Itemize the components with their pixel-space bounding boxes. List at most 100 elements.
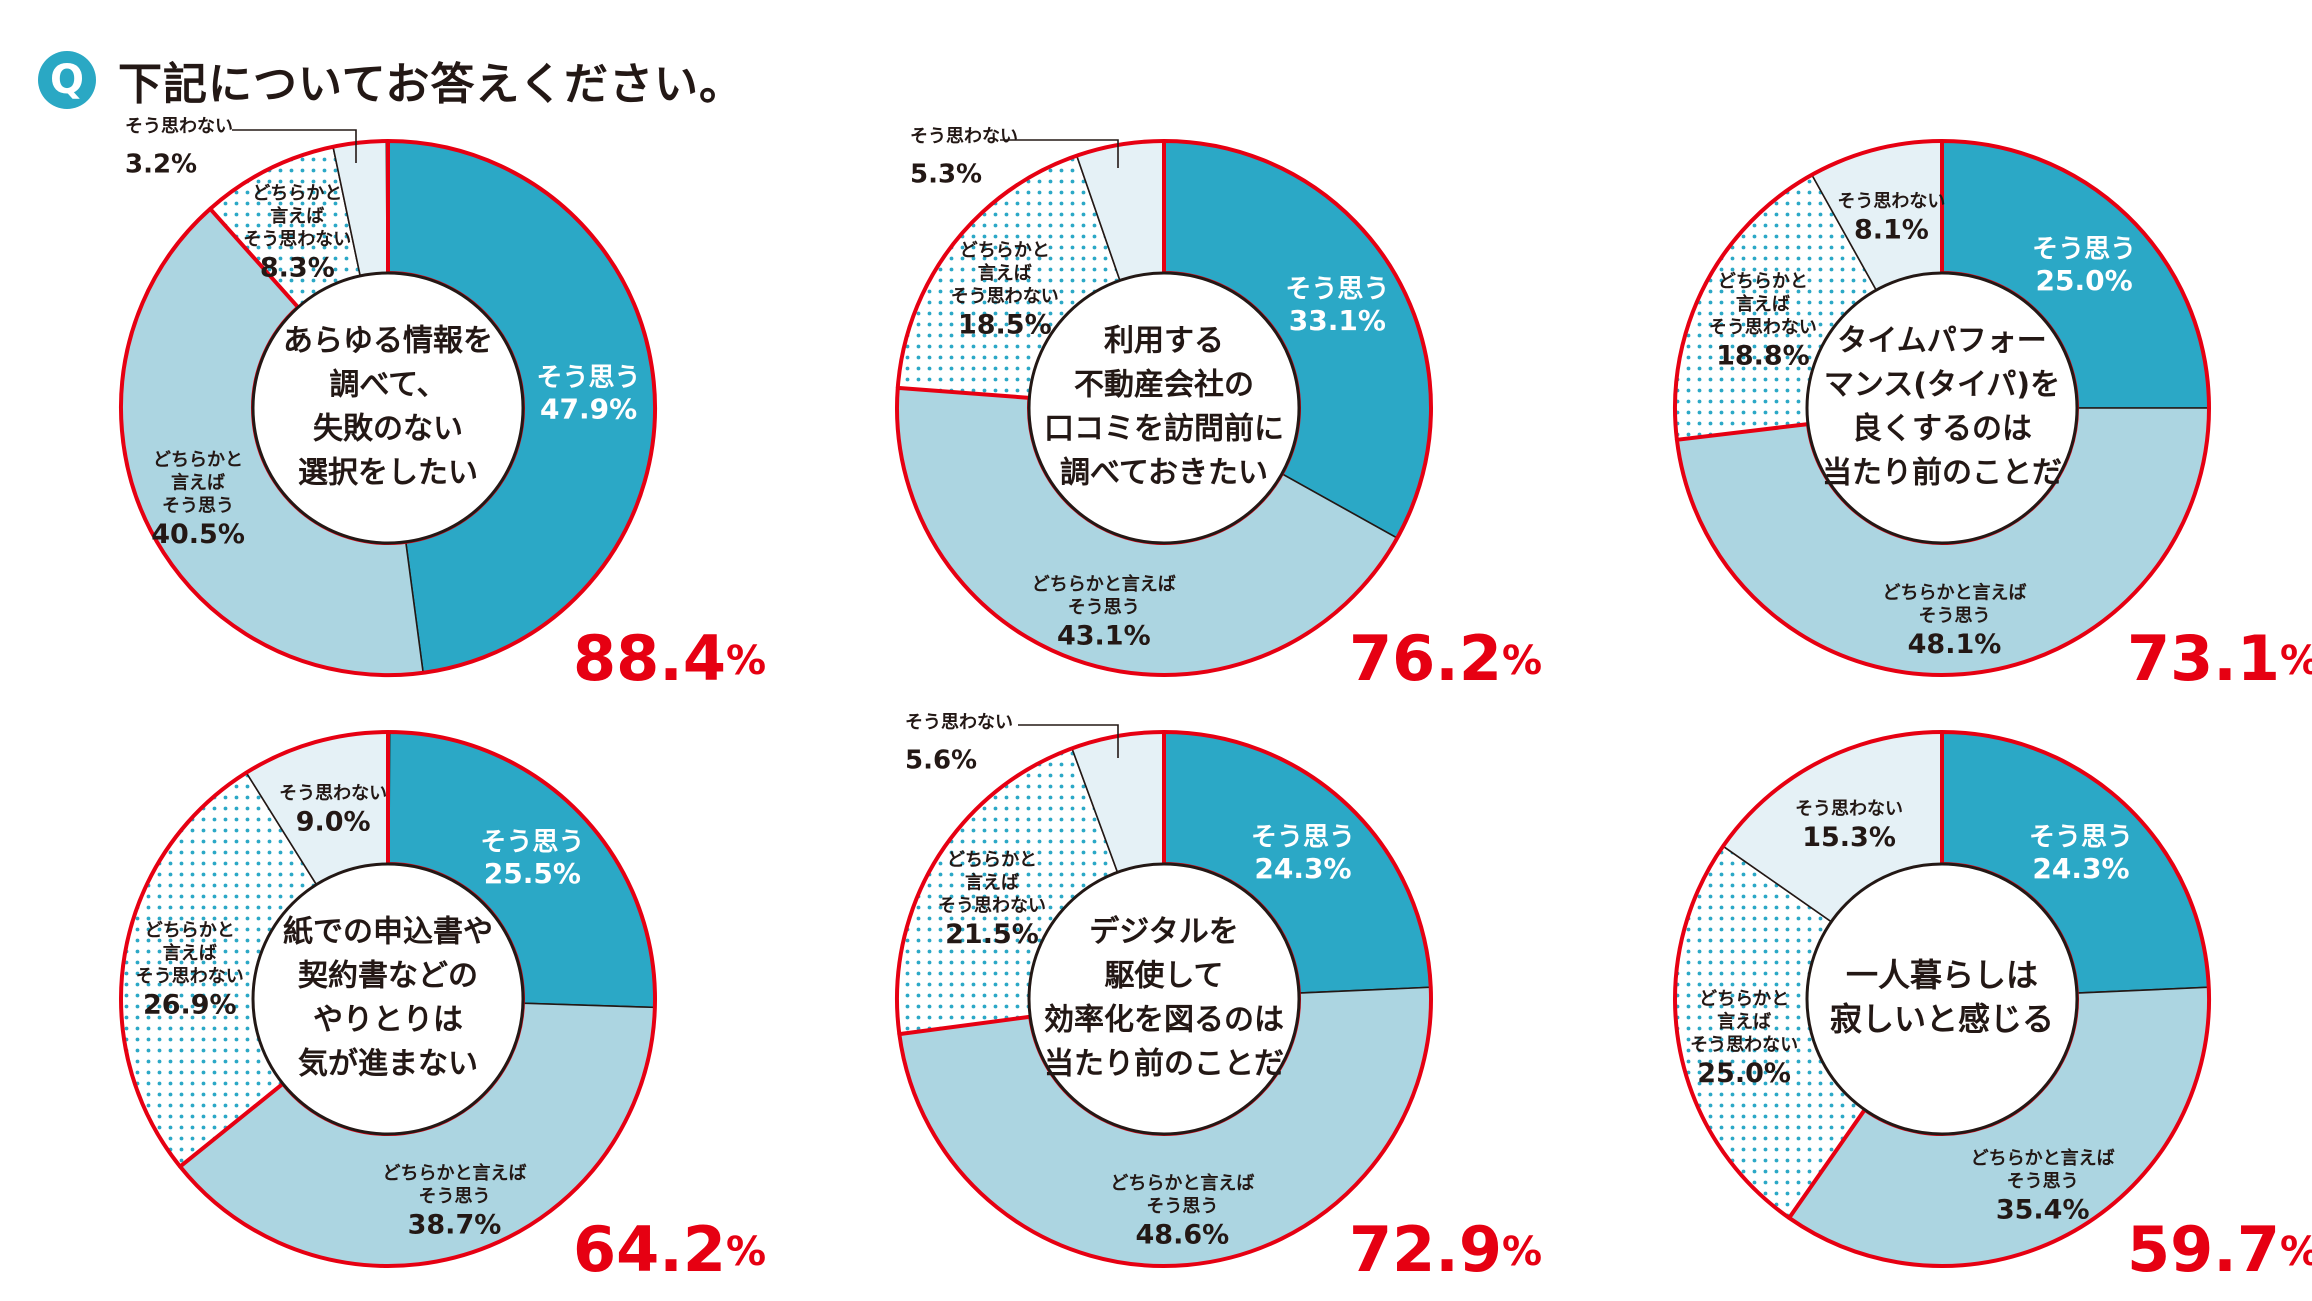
slice-label: そう思う — [1146, 1196, 1218, 1217]
slice-value: 40.5% — [151, 519, 245, 550]
donut-hole — [251, 271, 525, 545]
slice-label: そう思う — [1251, 822, 1355, 852]
donut-chart-1: そう思う47.9%どちらかと言えばそう思う40.5%どちらかと言えばそう思わない… — [119, 116, 766, 695]
outer-outline — [119, 730, 389, 1168]
slice-label: そう思う — [2007, 1171, 2079, 1192]
slice-label: そう思わない — [136, 966, 244, 987]
total-percent: 64.2% — [573, 1213, 766, 1286]
center-title: 利用する不動産会社の口コミを訪問前に調べておきたい — [1044, 324, 1284, 491]
center-title: デジタルを駆使して効率化を図るのは当たり前のことだ — [1044, 915, 1284, 1082]
slice-label: そう思う — [480, 828, 584, 858]
slice-value: 25.5% — [484, 857, 581, 890]
slice-label: どちらかと言えば — [1882, 582, 2026, 604]
slice-label: そう思わない — [1709, 317, 1817, 338]
slice-value: 25.0% — [1697, 1058, 1791, 1089]
donut-hole — [251, 862, 525, 1136]
donut-hole — [1805, 271, 2079, 545]
slice-value: 24.3% — [1254, 852, 1351, 885]
slice-label: そう思わない — [951, 286, 1059, 307]
donut-hole — [1027, 862, 1301, 1136]
slice-value: 21.5% — [945, 919, 1039, 950]
slice-label: 言えば — [1736, 293, 1790, 315]
slice-value: 48.1% — [1908, 629, 2002, 660]
slice-label: 言えば — [163, 942, 217, 964]
slice-value: 38.7% — [408, 1210, 502, 1241]
slice-value: 18.8% — [1716, 341, 1810, 372]
total-percent: 59.7% — [2127, 1213, 2312, 1286]
slice-label: どちらかと — [1718, 271, 1808, 292]
donut-chart-3: そう思う25.0%どちらかと言えばそう思う48.1%どちらかと言えばそう思わない… — [1673, 139, 2312, 695]
slice-value: 48.6% — [1136, 1220, 1230, 1251]
center-title: タイムパフォーマンス(タイパ)を良くするのは当たり前のことだ — [1822, 324, 2062, 491]
total-percent: 88.4% — [573, 622, 766, 695]
donut-hole — [1027, 271, 1301, 545]
outer-outline — [1672, 730, 1943, 1220]
slice-label: どちらかと — [153, 450, 243, 471]
slice-label: 言えば — [270, 205, 324, 227]
center-title: あらゆる情報を調べて、失敗のない選択をしたい — [283, 324, 493, 491]
slice-label: どちらかと言えば — [1032, 573, 1176, 595]
slice-label: そう思わない — [279, 783, 387, 804]
slice-value: 18.5% — [958, 309, 1052, 340]
slice-label: そう思う — [162, 496, 234, 517]
outer-outline — [895, 139, 1165, 389]
donut-chart-6: そう思う24.3%どちらかと言えばそう思う35.4%どちらかと言えばそう思わない… — [1672, 730, 2312, 1286]
slice-label: どちらかと言えば — [382, 1162, 526, 1184]
slice-label: そう思わない — [1690, 1035, 1798, 1056]
center-title: 一人暮らしは寂しいと感じる — [1830, 956, 2054, 1038]
slice-label: どちらかと — [252, 183, 342, 204]
slice-value: 26.9% — [143, 990, 237, 1021]
total-percent: 76.2% — [1349, 622, 1542, 695]
slice-label: そう思う — [1068, 597, 1140, 618]
slice-label: どちらかと — [1699, 989, 1789, 1010]
slice-value: 8.1% — [1854, 214, 1929, 245]
center-title: 紙での申込書や契約書などのやりとりは気が進まない — [283, 915, 493, 1082]
slice-label: どちらかと言えば — [1971, 1147, 2115, 1169]
slice-label: 言えば — [171, 472, 225, 494]
leader-line — [1018, 724, 1119, 758]
slice-label: そう思わない — [243, 229, 351, 250]
slice-label: そう思う — [418, 1186, 490, 1207]
slice-value: 33.1% — [1289, 304, 1386, 337]
slice-label: 言えば — [1717, 1011, 1771, 1033]
total-percent: 72.9% — [1349, 1213, 1542, 1286]
outer-outline — [1673, 139, 1943, 441]
slice-label: そう思わない — [1837, 191, 1945, 212]
slice-label: どちらかと — [960, 240, 1050, 261]
leader-line — [232, 129, 357, 163]
donut-chart-2: そう思う33.1%どちらかと言えばそう思う43.1%どちらかと言えばそう思わない… — [895, 126, 1542, 695]
outer-outline — [208, 139, 389, 211]
slice-value: 9.0% — [296, 807, 371, 838]
slice-label: そう思わない — [1795, 798, 1903, 819]
question-text: 下記についてお答えください。 — [118, 59, 745, 110]
slice-label: どちらかと言えば — [1110, 1172, 1254, 1194]
donut-chart-4: そう思う25.5%どちらかと言えばそう思う38.7%どちらかと言えばそう思わない… — [119, 730, 766, 1286]
slice-label: そう思わない — [938, 896, 1046, 917]
slice-value: 24.3% — [2032, 852, 2129, 885]
outer-outline — [895, 730, 1165, 1035]
slice-label: そう思う — [537, 363, 641, 393]
question-header: Q 下記についてお答えください。 — [38, 40, 744, 120]
slice-label: そう思わない — [905, 712, 1013, 733]
slice-value: 47.9% — [540, 393, 637, 426]
slice-label: 言えば — [978, 262, 1032, 284]
question-badge: Q — [38, 51, 96, 109]
slice-value: 25.0% — [2036, 264, 2133, 297]
slice-value: 8.3% — [260, 253, 335, 284]
slice-label: そう思う — [1285, 275, 1389, 305]
slice-label: そう思う — [1918, 606, 1990, 627]
slice-value: 43.1% — [1057, 621, 1151, 652]
donut-hole — [1805, 862, 2079, 1136]
slice-label: そう思わない — [125, 116, 233, 137]
slice-value: 35.4% — [1996, 1195, 2090, 1226]
total-percent: 73.1% — [2127, 622, 2312, 695]
slice-label: そう思う — [2032, 234, 2136, 264]
slice-value: 3.2% — [125, 150, 197, 180]
leader-line — [1000, 139, 1119, 168]
slice-label: どちらかと — [145, 920, 235, 941]
slice-label: そう思う — [2029, 822, 2133, 852]
donut-chart-5: そう思う24.3%どちらかと言えばそう思う48.6%どちらかと言えばそう思わない… — [895, 712, 1542, 1286]
slice-label: 言えば — [965, 872, 1019, 894]
slice-value: 15.3% — [1802, 822, 1896, 853]
